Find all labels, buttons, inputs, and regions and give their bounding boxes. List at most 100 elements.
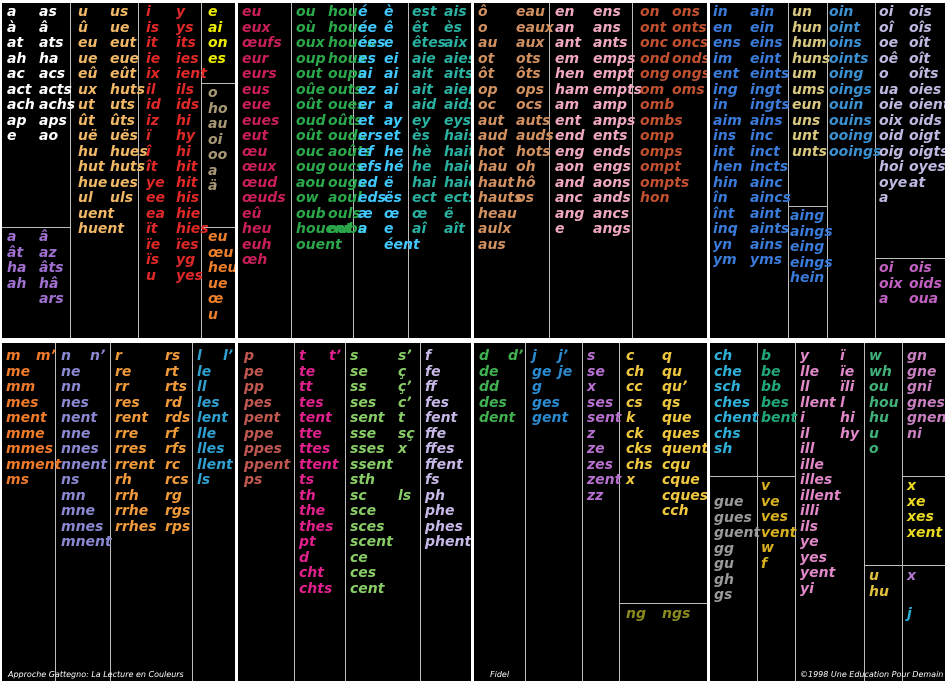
spelling-word: ge [532,363,552,380]
spelling-word: œuds [242,190,286,206]
spelling-word: oncs [672,35,707,51]
spelling-word: d [479,348,490,364]
spelling-word: pes [244,394,272,411]
spelling-word: am [555,97,580,113]
spelling-word: nnent [61,456,108,473]
spelling-word: ands [593,190,631,206]
spelling-word: y [176,4,186,20]
spelling-word: ey [412,112,431,129]
spelling-word: p [244,348,255,364]
spelling-word: hu [78,143,98,160]
spelling-word: âts [39,260,64,276]
spelling-word [398,473,415,489]
spelling-word: ou [869,379,889,395]
spelling-column: m me mm mes ment mme mmes mment ms [6,348,62,489]
spelling-word: mn [61,487,86,504]
spelling-column: s se x ses sent z ze zes zent zz [587,348,622,504]
spelling-word: gg [714,540,735,557]
spelling-word: es [358,50,376,67]
column-divider [864,343,865,681]
spelling-word: où [296,19,316,36]
spelling-word: ït [146,221,158,237]
spelling-word: efs [358,159,382,175]
spelling-word: eints [750,66,790,82]
spelling-word: oûts [328,112,363,129]
spelling-word: empt [593,66,634,82]
spelling-word: oud [296,112,326,129]
spelling-word: aits [444,66,471,82]
spelling-word: ë [444,205,454,222]
column-divider [827,3,828,338]
spelling-word: ai [358,66,373,82]
row-divider [788,206,827,207]
spelling-word: aient [444,81,471,98]
spelling-word: ouins [829,112,872,129]
spelling-column: e ai on es [208,4,228,67]
spelling-word: auds [516,128,554,144]
spelling-word: s’ [398,348,412,364]
spelling-word: rps [165,518,191,535]
spelling-word: ç’ [398,379,412,395]
spelling-word: rgs [165,503,191,519]
spelling-word: im [713,50,733,67]
spelling-word: ys [176,19,194,36]
spelling-word: ops [516,81,544,98]
spelling-word: rrhe [115,503,149,519]
spelling-word: ingts [750,97,790,113]
spelling-word: hein [790,270,825,286]
spelling-word: ll [800,379,810,395]
spelling-word: phes [425,518,463,535]
spelling-word: mnent [61,534,112,550]
spelling-word: eng [555,143,585,160]
spelling-word: ed [358,174,378,191]
chart-panel-3: ô o au ot ôt op oc aut aud hot hau haut hauts heau aul… [474,3,707,338]
spelling-word: an [555,19,575,36]
spelling-word: hou [328,4,358,20]
spelling-word: che [714,363,742,380]
spelling-word: aulx [478,221,512,237]
spelling-word: t [299,348,306,364]
row-divider [902,476,945,477]
spelling-word: œ [384,205,400,222]
spelling-word: bent [761,410,798,426]
spelling-word: î [146,143,151,160]
spelling-word: f [761,555,768,572]
spelling-word: unts [792,143,827,160]
spelling-word: mment [6,456,62,473]
spelling-word: ez [358,81,376,98]
spelling-word: hoi [879,159,904,175]
column-divider [192,343,193,681]
spelling-word: u [78,4,88,20]
spelling-word: hots [516,143,551,160]
column-divider [525,343,526,681]
spelling-word: ôts [516,66,541,82]
spelling-word: ye [146,174,165,191]
spelling-word: êtes [412,35,447,51]
spelling-word: oût [296,128,323,144]
column-divider [138,3,139,338]
spelling-word: ô [478,4,488,20]
spelling-word: œh [242,252,268,268]
spelling-word: ils [800,518,818,535]
spelling-word: hen [555,66,585,82]
spelling-word: ce [350,549,368,566]
spelling-word: mnes [61,518,104,535]
spelling-word: illes [800,472,833,488]
spelling-column: l le ll les lent lle lles llent ls [197,348,233,489]
spelling-word: omb [640,97,675,113]
spelling-word: amp [593,97,628,113]
spelling-word: a [358,221,368,237]
spelling-word: oh [516,159,536,175]
spelling-word: ie [146,50,161,67]
spelling-word: o [879,66,889,82]
spelling-word: ès [412,128,430,144]
spelling-word: xe [907,493,926,510]
spelling-word: ha [7,260,27,276]
row-divider [201,83,235,84]
spelling-word: wh [869,363,892,380]
spelling-word: nn [61,379,81,395]
spelling-word: aint [750,205,781,222]
chart-panel-8: ch che sch ches chent chs sh gue gues guent gg gu gh… [710,343,945,681]
spelling-word: auts [516,112,551,129]
spelling-word: ainc [750,174,783,191]
